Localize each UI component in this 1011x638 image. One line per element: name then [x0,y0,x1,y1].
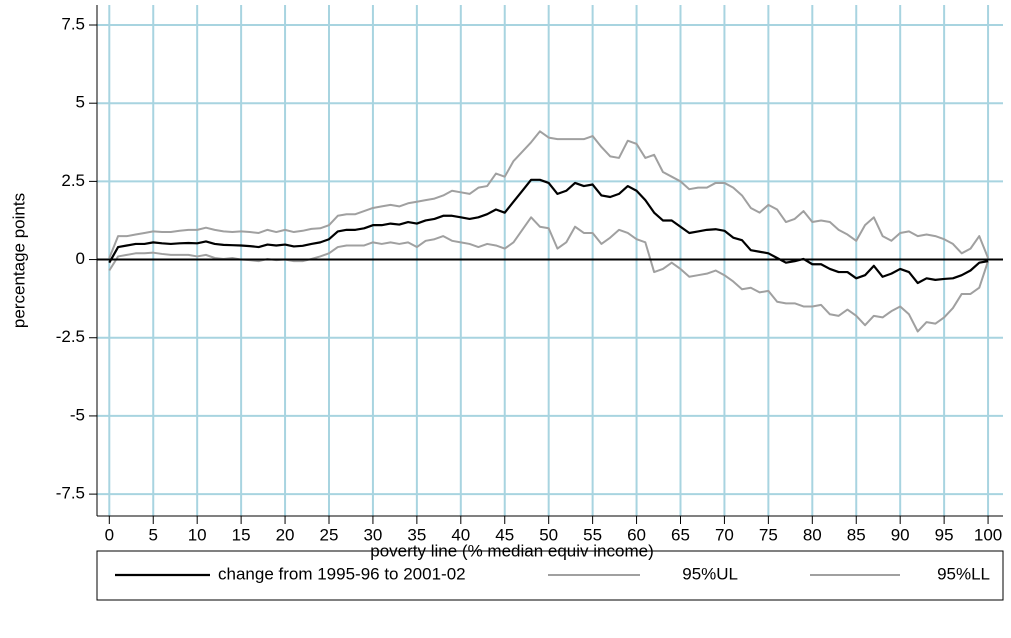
y-tick-label: -7.5 [56,484,85,503]
x-tick-label: 40 [451,525,470,544]
x-tick-label: 5 [149,525,158,544]
x-tick-label: 15 [232,525,251,544]
x-tick-label: 35 [407,525,426,544]
x-axis-label: poverty line (% median equiv income) [370,541,653,560]
series-line [108,216,990,333]
series-line [108,130,989,259]
x-tick-label: 65 [671,525,690,544]
legend-box [96,550,1004,601]
x-tick-label: 55 [583,525,602,544]
y-axis-label: percentage points [9,193,28,328]
x-tick-label: 60 [627,525,646,544]
y-tick-label: 2.5 [61,171,85,190]
x-tick-label: 70 [715,525,734,544]
x-tick-label: 30 [363,525,382,544]
series-line [108,178,989,285]
x-tick-label: 100 [974,525,1002,544]
y-tick-label: -2.5 [56,327,85,346]
x-tick-label: 85 [847,525,866,544]
legend-label: 95%LL [937,564,990,583]
y-tick-label: 7.5 [61,14,85,33]
legend-label: change from 1995-96 to 2001-02 [218,564,466,583]
y-tick-label: -5 [70,405,85,424]
x-tick-label: 25 [320,525,339,544]
x-tick-label: 0 [105,525,114,544]
x-tick-label: 90 [891,525,910,544]
x-tick-label: 20 [276,525,295,544]
legend-label: 95%UL [682,564,738,583]
x-tick-label: 10 [188,525,207,544]
x-tick-label: 95 [935,525,954,544]
y-tick-label: 0 [76,249,85,268]
x-tick-label: 45 [495,525,514,544]
x-tick-label: 75 [759,525,778,544]
x-tick-label: 50 [539,525,558,544]
x-tick-label: 80 [803,525,822,544]
y-tick-label: 5 [76,93,85,112]
